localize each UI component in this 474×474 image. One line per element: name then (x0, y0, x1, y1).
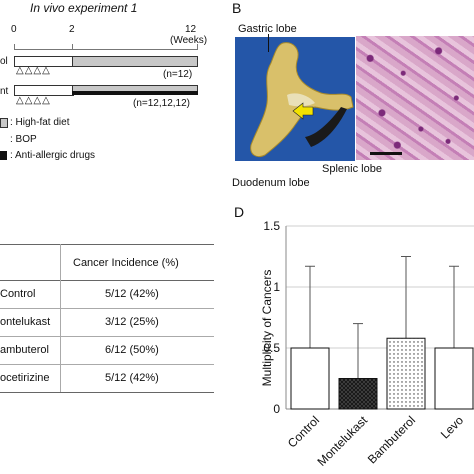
row1-bar-hfd (72, 56, 198, 67)
histology-photo (356, 36, 474, 160)
legend-drug-swatch (0, 151, 7, 160)
table-bottom-rule (0, 392, 214, 393)
table-row-rule-2 (0, 336, 214, 337)
table-header-rule (0, 280, 214, 281)
bar (290, 347, 330, 410)
week-0-label: 0 (11, 24, 17, 35)
label-duodenum-lobe: Duodenum lobe (232, 177, 310, 189)
legend-drug-label: : Anti-allergic drugs (10, 150, 96, 161)
panel-b-letter: B (232, 0, 242, 16)
table-row-group: ambuterol (0, 344, 49, 356)
bar (338, 378, 378, 410)
bar (434, 347, 474, 410)
scale-bar (370, 152, 402, 155)
x-tick-label: Control (285, 413, 322, 450)
row1-n: (n=12) (163, 69, 193, 80)
weeks-unit-label: (Weeks) (170, 35, 208, 46)
table-top-rule (0, 244, 214, 245)
x-tick-label: Levo (438, 413, 467, 442)
tick-0 (14, 44, 15, 50)
table-row-group: Control (0, 288, 36, 300)
row2-label: nt (0, 86, 9, 97)
timeline-axis (14, 49, 198, 50)
x-tick-label: Montelukast (314, 413, 370, 469)
y-tick-label: 1 (273, 280, 280, 294)
y-axis-label: Multiplicity of Cancers (260, 270, 274, 387)
pancreas-gross-photo (234, 36, 356, 162)
row2-n: (n=12,12,12) (133, 98, 190, 109)
tick-12 (197, 44, 198, 50)
legend-hfd-label: : High-fat diet (10, 117, 70, 128)
legend-hfd-swatch (0, 118, 8, 128)
table-row-rule-3 (0, 364, 214, 365)
row2-bar-hfd (72, 85, 198, 91)
legend-bop-label: : BOP (10, 134, 37, 145)
row2-triangles: △△△△ (16, 95, 51, 106)
label-splenic-lobe: Splenic lobe (322, 163, 382, 175)
row1-label: ol (0, 56, 8, 67)
table-row-group: ocetirizine (0, 372, 50, 384)
table-row-value: 5/12 (42%) (105, 372, 159, 384)
table-row-rule-1 (0, 308, 214, 309)
week-2-label: 2 (69, 24, 75, 35)
label-gastric-lobe: Gastric lobe (238, 23, 297, 35)
tick-2 (72, 44, 73, 50)
table-header: Cancer Incidence (%) (73, 257, 179, 269)
panel-a-title: In vivo experiment 1 (30, 1, 138, 15)
row1-triangles: △△△△ (16, 65, 51, 76)
gastric-pointer (268, 34, 269, 52)
table-row-value: 3/12 (25%) (105, 316, 159, 328)
table-row-value: 5/12 (42%) (105, 288, 159, 300)
x-tick-label: Bambuterol (365, 413, 418, 466)
table-column-divider (60, 244, 61, 392)
bar (386, 337, 426, 410)
week-12-label: 12 (185, 24, 197, 35)
y-tick-label: 0 (273, 402, 280, 416)
panel-d-letter: D (234, 204, 245, 220)
y-tick-label: 1.5 (263, 219, 280, 233)
table-row-group: ontelukast (0, 316, 51, 328)
pancreas-specimen-drawing (250, 42, 354, 158)
y-tick-label: 0.5 (263, 341, 280, 355)
table-row-value: 6/12 (50%) (105, 344, 159, 356)
row2-bar-drug (72, 91, 198, 95)
